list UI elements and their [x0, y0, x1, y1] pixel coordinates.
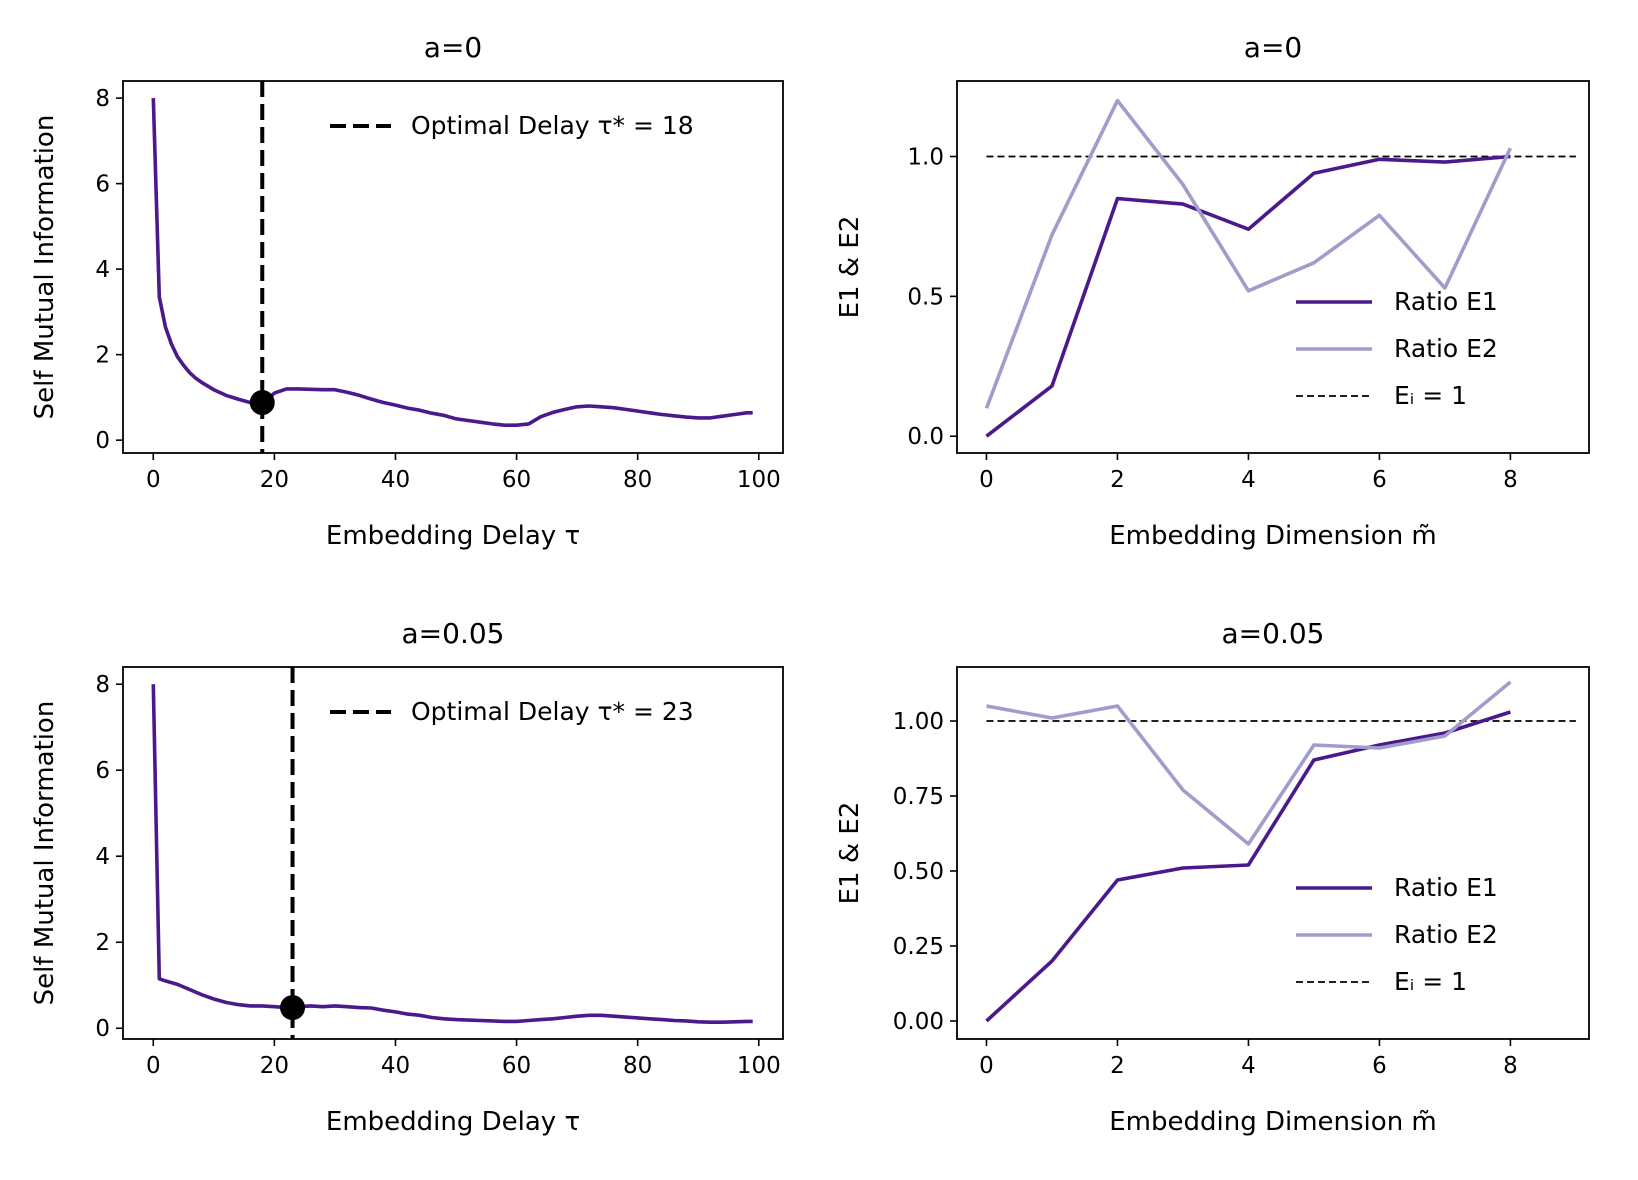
legend: Ratio E1 Ratio E2 Eᵢ = 1 — [1296, 873, 1498, 996]
axes-frame — [122, 666, 784, 1040]
y-tick-label: 1.00 — [893, 709, 944, 735]
y-tick-label: 4 — [95, 844, 110, 870]
x-tick-label: 60 — [502, 467, 531, 493]
x-axis-label: Embedding Delay τ — [326, 521, 580, 551]
x-tick-label: 4 — [1241, 467, 1256, 493]
y-tick-label: 8 — [95, 86, 110, 112]
legend: Ratio E1 Ratio E2 Eᵢ = 1 — [1296, 287, 1498, 410]
y-tick-label: 2 — [95, 343, 110, 369]
y-tick-label: 2 — [95, 930, 110, 956]
y-axis-label: E1 & E2 — [835, 216, 865, 319]
subplot-1: a=0 0 20 40 60 80 100 0 2 4 6 8 Embedding Delay τ Sel… — [30, 31, 784, 551]
optimal-delay-marker — [280, 995, 306, 1021]
subplot-4: a=0.05 0 2 4 6 8 0.00 0.25 0.50 0.75 1.00 Embedding… — [835, 617, 1590, 1137]
x-tick-label: 2 — [1110, 1053, 1125, 1079]
legend: Optimal Delay τ* = 23 — [330, 697, 694, 726]
ratio-e1-line — [985, 154, 1511, 438]
subplot-3: a=0.05 0 20 40 60 80 100 0 2 4 6 8 Embedding Delay τ… — [30, 617, 784, 1137]
optimal-delay-marker — [249, 390, 275, 416]
y-tick-label: 6 — [95, 758, 110, 784]
legend: Optimal Delay τ* = 18 — [330, 111, 694, 140]
axes-frame — [956, 666, 1590, 1040]
subplot-2: a=0 0 2 4 6 8 0.0 0.5 1.0 Embedding Dimension m̃ E… — [835, 31, 1590, 551]
x-tick-label: 60 — [502, 1053, 531, 1079]
y-tick-label: 0.25 — [893, 934, 944, 960]
ratio-e2-line — [986, 680, 1512, 846]
y-tick-label: 0.75 — [893, 784, 944, 810]
legend-label: Optimal Delay τ* = 18 — [411, 111, 694, 140]
y-axis-label: Self Mutual Information — [30, 115, 60, 420]
x-tick-label: 6 — [1372, 467, 1387, 493]
x-tick-label: 8 — [1503, 1053, 1518, 1079]
x-tick-label: 80 — [623, 1053, 652, 1079]
x-tick-label: 20 — [260, 1053, 289, 1079]
subplot-title: a=0.05 — [402, 617, 505, 650]
y-tick-label: 0.5 — [907, 284, 944, 310]
y-tick-label: 0 — [95, 428, 110, 454]
legend-label: Ratio E2 — [1394, 334, 1498, 363]
x-axis-label: Embedding Delay τ — [326, 1107, 580, 1137]
x-tick-label: 20 — [260, 467, 289, 493]
x-tick-label: 40 — [381, 467, 410, 493]
y-tick-label: 0.00 — [893, 1009, 944, 1035]
y-tick-label: 0.50 — [893, 859, 944, 885]
legend-label: Ratio E2 — [1394, 920, 1498, 949]
axes-frame — [122, 80, 784, 454]
y-tick-label: 1.0 — [907, 145, 944, 171]
legend-label: Ratio E1 — [1394, 873, 1498, 902]
x-tick-label: 80 — [623, 467, 652, 493]
y-axis-label: Self Mutual Information — [30, 701, 60, 1006]
legend-label: Optimal Delay τ* = 23 — [411, 697, 694, 726]
ratio-e1-line — [985, 710, 1511, 1023]
legend-label: Ratio E1 — [1394, 287, 1498, 316]
x-tick-label: 0 — [146, 467, 161, 493]
x-tick-label: 8 — [1503, 467, 1518, 493]
y-tick-label: 6 — [95, 172, 110, 198]
subplot-title: a=0 — [1244, 31, 1302, 64]
subplot-title: a=0.05 — [1222, 617, 1325, 650]
x-tick-label: 6 — [1372, 1053, 1387, 1079]
x-tick-label: 0 — [979, 1053, 994, 1079]
y-tick-label: 0 — [95, 1016, 110, 1042]
x-tick-label: 40 — [381, 1053, 410, 1079]
ratio-e2-line — [984, 98, 1513, 409]
mutual-information-line — [151, 684, 753, 1025]
x-tick-label: 100 — [737, 467, 781, 493]
legend-label: Eᵢ = 1 — [1394, 381, 1467, 410]
y-axis-label: E1 & E2 — [835, 802, 865, 905]
x-tick-label: 4 — [1241, 1053, 1256, 1079]
subplot-title: a=0 — [424, 31, 482, 64]
y-tick-label: 4 — [95, 257, 110, 283]
x-tick-label: 2 — [1110, 467, 1125, 493]
x-axis-label: Embedding Dimension m̃ — [1109, 1107, 1437, 1137]
x-tick-label: 0 — [979, 467, 994, 493]
y-tick-label: 8 — [95, 672, 110, 698]
legend-label: Eᵢ = 1 — [1394, 967, 1467, 996]
mutual-information-line — [151, 98, 753, 428]
y-tick-label: 0.0 — [907, 424, 944, 450]
x-tick-label: 100 — [737, 1053, 781, 1079]
x-axis-label: Embedding Dimension m̃ — [1109, 521, 1437, 551]
axes-frame — [956, 80, 1590, 454]
x-tick-label: 0 — [146, 1053, 161, 1079]
